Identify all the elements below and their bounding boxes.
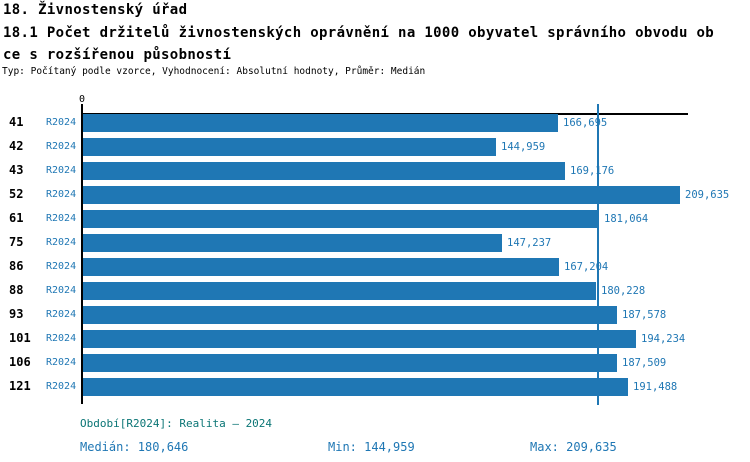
- section-title: 18. Živnostenský úřad: [3, 2, 188, 18]
- row-period-label: R2024: [46, 333, 77, 344]
- row-category-label: 101: [9, 331, 31, 345]
- row-period-label: R2024: [46, 381, 77, 392]
- row-category-label: 86: [9, 259, 24, 273]
- bar-row: 93 R2024 187,578: [0, 306, 750, 330]
- bar: [83, 330, 636, 348]
- row-category-label: 106: [9, 355, 31, 369]
- row-category-label: 41: [9, 115, 24, 129]
- row-category-label: 52: [9, 187, 24, 201]
- bar-row: 43 R2024 169,176: [0, 162, 750, 186]
- max-stat: Max: 209,635: [530, 440, 617, 454]
- bar: [83, 306, 617, 324]
- bar: [83, 282, 596, 300]
- indicator-title-line2: ce s rozšířenou působností: [3, 47, 232, 63]
- bar: [83, 258, 559, 276]
- bar-value-label: 187,509: [622, 357, 667, 369]
- bar-value-label: 187,578: [622, 309, 667, 321]
- row-category-label: 61: [9, 211, 24, 225]
- bar-value-label: 191,488: [633, 381, 678, 393]
- period-info: Období[R2024]: Realita – 2024: [80, 417, 273, 430]
- bar-value-label: 147,237: [507, 237, 552, 249]
- row-category-label: 43: [9, 163, 24, 177]
- indicator-title-line1: 18.1 Počet držitelů živnostenských opráv…: [3, 25, 715, 41]
- median-stat: Medián: 180,646: [80, 440, 189, 454]
- bar: [83, 234, 502, 252]
- chart-meta: Typ: Počítaný podle vzorce, Vyhodnocení:…: [2, 66, 426, 77]
- row-category-label: 42: [9, 139, 24, 153]
- row-period-label: R2024: [46, 189, 77, 200]
- median-line: [597, 104, 599, 405]
- bar: [83, 378, 628, 396]
- row-category-label: 88: [9, 283, 24, 297]
- bar-row: 41 R2024 166,695: [0, 114, 750, 138]
- bar-value-label: 144,959: [501, 141, 546, 153]
- row-period-label: R2024: [46, 285, 77, 296]
- bar: [83, 354, 617, 372]
- bar-row: 88 R2024 180,228: [0, 282, 750, 306]
- row-category-label: 75: [9, 235, 24, 249]
- x-axis-zero-label: 0: [78, 94, 86, 105]
- row-category-label: 121: [9, 379, 31, 393]
- bar-value-label: 209,635: [685, 189, 730, 201]
- bar-value-label: 166,695: [563, 117, 608, 129]
- bar: [83, 162, 565, 180]
- bar-row: 101 R2024 194,234: [0, 330, 750, 354]
- bar-row: 75 R2024 147,237: [0, 234, 750, 258]
- row-period-label: R2024: [46, 357, 77, 368]
- bar-row: 42 R2024 144,959: [0, 138, 750, 162]
- bar-value-label: 181,064: [604, 213, 649, 225]
- row-period-label: R2024: [46, 117, 77, 128]
- bar: [83, 210, 599, 228]
- bar-value-label: 169,176: [570, 165, 615, 177]
- row-period-label: R2024: [46, 237, 77, 248]
- row-period-label: R2024: [46, 261, 77, 272]
- bar-row: 106 R2024 187,509: [0, 354, 750, 378]
- row-period-label: R2024: [46, 213, 77, 224]
- row-period-label: R2024: [46, 165, 77, 176]
- bar-row: 52 R2024 209,635: [0, 186, 750, 210]
- y-axis-line: [81, 104, 83, 404]
- row-category-label: 93: [9, 307, 24, 321]
- min-stat: Min: 144,959: [328, 440, 415, 454]
- bar-value-label: 167,204: [564, 261, 609, 273]
- bar: [83, 138, 496, 156]
- bar-row: 61 R2024 181,064: [0, 210, 750, 234]
- row-period-label: R2024: [46, 141, 77, 152]
- bar-row: 121 R2024 191,488: [0, 378, 750, 402]
- bar: [83, 114, 558, 132]
- bar-value-label: 180,228: [601, 285, 646, 297]
- bar-row: 86 R2024 167,204: [0, 258, 750, 282]
- bar-value-label: 194,234: [641, 333, 686, 345]
- bar: [83, 186, 680, 204]
- row-period-label: R2024: [46, 309, 77, 320]
